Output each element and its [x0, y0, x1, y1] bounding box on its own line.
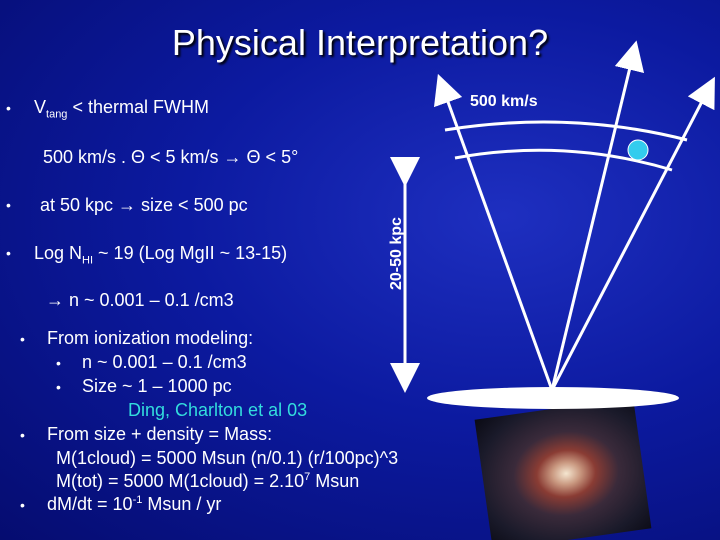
citation: Ding, Charlton et al 03	[128, 400, 308, 420]
outflow-arrow-center	[550, 40, 645, 391]
bullet: •	[56, 379, 61, 395]
line-density: → n ~ 0.001 – 0.1 /cm3	[46, 290, 234, 310]
velocity-label: 500 km/s	[470, 93, 538, 110]
cloud-dot	[627, 139, 649, 161]
line-mass-rate: dM/dt = 10-1 Msun / yr	[47, 494, 222, 514]
bullet: •	[6, 197, 11, 213]
line-column-density: Log NHI ~ 19 (Log MgII ~ 13-15)	[34, 243, 288, 267]
bullet: •	[20, 497, 25, 513]
galaxy-disk	[427, 387, 679, 409]
line-mass-cloud: M(1cloud) = 5000 Msun (n/0.1) (r/100pc)^…	[56, 448, 399, 468]
distance-label: 20-50 kpc	[388, 217, 405, 290]
outflow-arrow-right	[550, 76, 715, 391]
line-size: at 50 kpc → size < 500 pc	[40, 195, 248, 215]
line-size-range: Size ~ 1 – 1000 pc	[82, 376, 232, 396]
shell-outer-arc	[444, 120, 688, 142]
bullet: •	[6, 245, 11, 261]
line-n: n ~ 0.001 – 0.1 /cm3	[82, 352, 247, 372]
slide-title: Physical Interpretation?	[171, 22, 549, 63]
bullet: •	[6, 100, 11, 116]
line-mass-total: M(tot) = 5000 M(1cloud) = 2.107 Msun	[56, 471, 360, 491]
line-ionization: From ionization modeling:	[47, 328, 254, 348]
line-angle: 500 km/s . Θ < 5 km/s → Θ < 5°	[43, 147, 299, 167]
bullet: •	[20, 331, 25, 347]
outflow-arrow-left	[433, 73, 554, 391]
bullet: •	[56, 355, 61, 371]
line-vtang: Vtang < thermal FWHM	[34, 97, 209, 121]
shell-inner-arc	[454, 148, 673, 172]
bullet: •	[20, 427, 25, 443]
line-mass: From size + density = Mass:	[47, 424, 273, 444]
